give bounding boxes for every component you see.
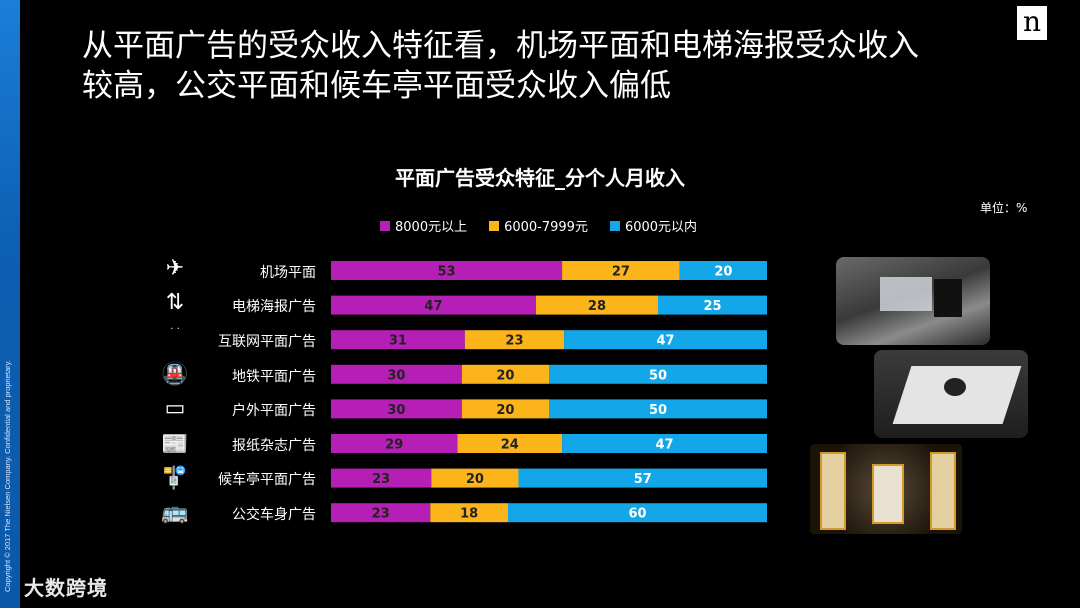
ink-splash <box>944 378 966 396</box>
ad-panel-right <box>930 452 956 530</box>
bar-value-label: 24 <box>501 438 519 453</box>
side-strip <box>0 0 20 608</box>
bar-segment <box>331 468 432 488</box>
watermark: 大数跨境 <box>24 576 108 600</box>
headline: 从平面广告的受众收入特征看，机场平面和电梯海报受众收入 较高，公交平面和候车亭平… <box>82 26 1012 106</box>
elevator-icon: ⇅ <box>165 290 185 315</box>
category-label: 户外平面广告 <box>232 403 316 419</box>
legend-label: 6000-7999元 <box>504 220 588 235</box>
legend-swatch <box>609 220 620 231</box>
bar-value-label: 57 <box>634 472 652 487</box>
legend-item-high: 8000元以上 <box>380 216 467 235</box>
ad-panel-left <box>820 452 846 530</box>
bar-segment <box>549 364 767 384</box>
category-label: 公交车身广告 <box>232 507 316 523</box>
airplane-icon: ✈ <box>165 256 185 281</box>
bar-segment <box>518 468 767 488</box>
category-label: 机场平面 <box>260 265 316 281</box>
bar-value-label: 20 <box>496 368 514 383</box>
bar-value-label: 47 <box>655 438 673 453</box>
bar-value-label: 47 <box>424 299 442 314</box>
category-label: 地铁平面广告 <box>232 369 316 385</box>
bar-segment <box>679 261 767 280</box>
headline-line-2: 较高，公交平面和候车亭平面受众收入偏低 <box>82 68 671 104</box>
bar-segment <box>562 261 680 280</box>
bar-value-label: 50 <box>649 368 667 383</box>
category-label: 互联网平面广告 <box>218 334 316 350</box>
bar-value-label: 28 <box>588 299 606 314</box>
bar-segment <box>507 503 767 523</box>
bar-value-label: 47 <box>657 334 675 349</box>
category-label: 电梯海报广告 <box>232 299 316 315</box>
bus-icon: 🚌 <box>161 500 189 525</box>
bar-segment <box>461 399 549 419</box>
airport-ad-photo <box>836 257 990 345</box>
bar-segment <box>658 295 767 315</box>
bar-value-label: 20 <box>714 265 732 280</box>
bar-segment <box>549 399 767 419</box>
bar-value-label: 30 <box>387 368 405 383</box>
bar-value-label: 23 <box>372 507 390 522</box>
bar-segment <box>331 434 458 453</box>
legend-swatch <box>380 220 390 231</box>
bar-value-label: 23 <box>372 472 390 487</box>
bar-value-label: 50 <box>649 403 667 418</box>
billboard-icon: ▭ <box>164 396 186 421</box>
newspaper-icon: 📰 <box>161 432 189 457</box>
chart-title: 平面广告受众特征_分个人月收入 <box>395 166 685 190</box>
chart-legend: 8000元以上 6000-7999元 6000元以内 <box>380 216 697 235</box>
bar-segment <box>331 295 536 315</box>
magazine-ad-photo <box>874 350 1028 438</box>
bar-segment <box>431 468 519 488</box>
bar-value-label: 30 <box>387 403 405 418</box>
poster-panel <box>934 279 962 317</box>
category-label: 候车亭平面广告 <box>218 472 316 488</box>
bar-segment <box>461 364 549 384</box>
category-label: 报纸杂志广告 <box>232 438 316 454</box>
headline-line-1: 从平面广告的受众收入特征看，机场平面和电梯海报受众收入 <box>82 28 919 64</box>
internet-icon: · · <box>170 324 180 335</box>
legend-item-mid: 6000-7999元 <box>489 216 588 235</box>
bar-segment <box>562 434 767 453</box>
legend-swatch <box>489 220 500 231</box>
bar-value-label: 18 <box>460 507 478 522</box>
unit-label: 单位：% <box>980 201 1028 215</box>
bar-value-label: 53 <box>437 265 455 280</box>
bar-value-label: 60 <box>628 507 646 522</box>
ad-panel-center <box>872 464 904 524</box>
bar-segment <box>331 503 431 523</box>
bar-value-label: 29 <box>385 438 403 453</box>
bar-segment <box>331 399 462 419</box>
bar-value-label: 25 <box>703 299 721 314</box>
bus-stop-ad-photo <box>810 444 962 534</box>
bar-segment <box>331 330 465 350</box>
nielsen-logo: n <box>1017 6 1047 40</box>
bar-value-label: 27 <box>612 265 630 280</box>
bar-segment <box>457 434 563 453</box>
bar-value-label: 20 <box>496 403 514 418</box>
legend-label: 8000元以上 <box>395 220 468 235</box>
bar-value-label: 31 <box>389 334 407 349</box>
lightbox-ad <box>880 277 932 311</box>
bar-value-label: 20 <box>466 472 484 487</box>
legend-item-low: 6000元以内 <box>609 216 698 235</box>
bar-segment <box>464 330 565 350</box>
bar-segment <box>535 295 658 315</box>
bar-segment <box>430 503 508 523</box>
bar-value-label: 23 <box>505 334 523 349</box>
subway-icon: 🚇 <box>161 362 189 387</box>
bus-stop-icon: 🚏 <box>161 466 189 491</box>
bar-segment <box>331 261 563 280</box>
bar-segment <box>564 330 767 350</box>
legend-label: 6000元以内 <box>624 220 698 235</box>
bar-segment <box>331 364 462 384</box>
